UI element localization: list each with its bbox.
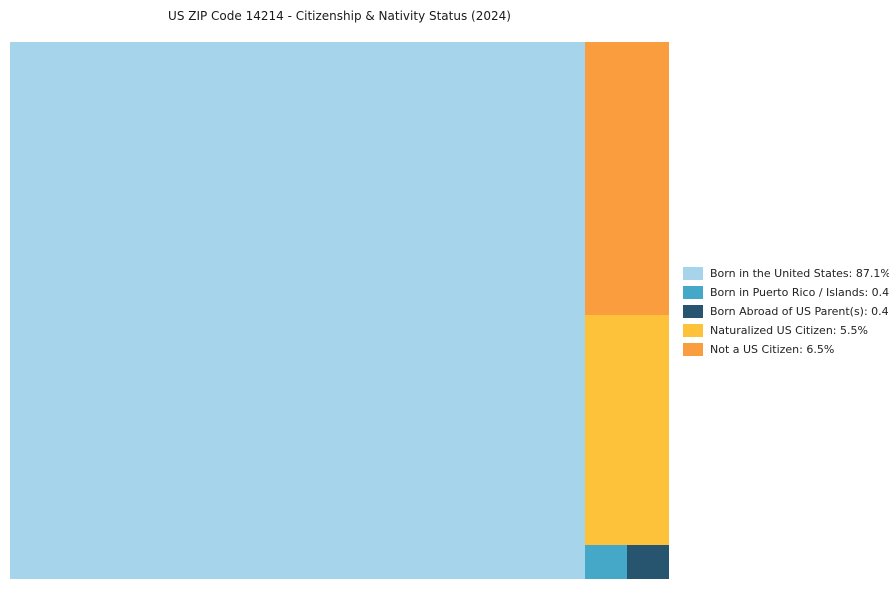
segment-born-in-puerto-rico-islands[interactable] <box>584 545 627 579</box>
legend-swatch-born-in-puerto-rico-islands <box>683 285 703 299</box>
legend-item-born-in-puerto-rico-islands: Born in Puerto Rico / Islands: 0.4% <box>683 285 889 299</box>
legend-label: Born Abroad of US Parent(s): 0.4% <box>710 304 889 318</box>
legend-swatch-naturalized-us-citizen <box>683 323 703 337</box>
segment-born-in-the-united-states[interactable] <box>10 42 585 579</box>
legend-item-naturalized-us-citizen: Naturalized US Citizen: 5.5% <box>683 323 889 337</box>
legend-item-born-abroad-of-us-parent-s: Born Abroad of US Parent(s): 0.4% <box>683 304 889 318</box>
legend-swatch-born-abroad-of-us-parent-s <box>683 304 703 318</box>
legend-swatch-born-in-the-united-states <box>683 266 703 280</box>
legend-label: Naturalized US Citizen: 5.5% <box>710 323 868 337</box>
legend-label: Born in the United States: 87.1% <box>710 266 889 280</box>
treemap <box>10 42 669 579</box>
legend: Born in the United States: 87.1% Born in … <box>683 266 889 356</box>
legend-swatch-not-a-us-citizen <box>683 342 703 356</box>
legend-label: Not a US Citizen: 6.5% <box>710 342 835 356</box>
legend-item-not-a-us-citizen: Not a US Citizen: 6.5% <box>683 342 889 356</box>
segment-naturalized-us-citizen[interactable] <box>584 314 669 546</box>
segment-born-abroad-of-us-parent-s[interactable] <box>626 545 669 579</box>
legend-label: Born in Puerto Rico / Islands: 0.4% <box>710 285 889 299</box>
legend-item-born-in-the-united-states: Born in the United States: 87.1% <box>683 266 889 280</box>
segment-not-a-us-citizen[interactable] <box>584 42 669 315</box>
chart-title: US ZIP Code 14214 - Citizenship & Nativi… <box>168 9 511 23</box>
